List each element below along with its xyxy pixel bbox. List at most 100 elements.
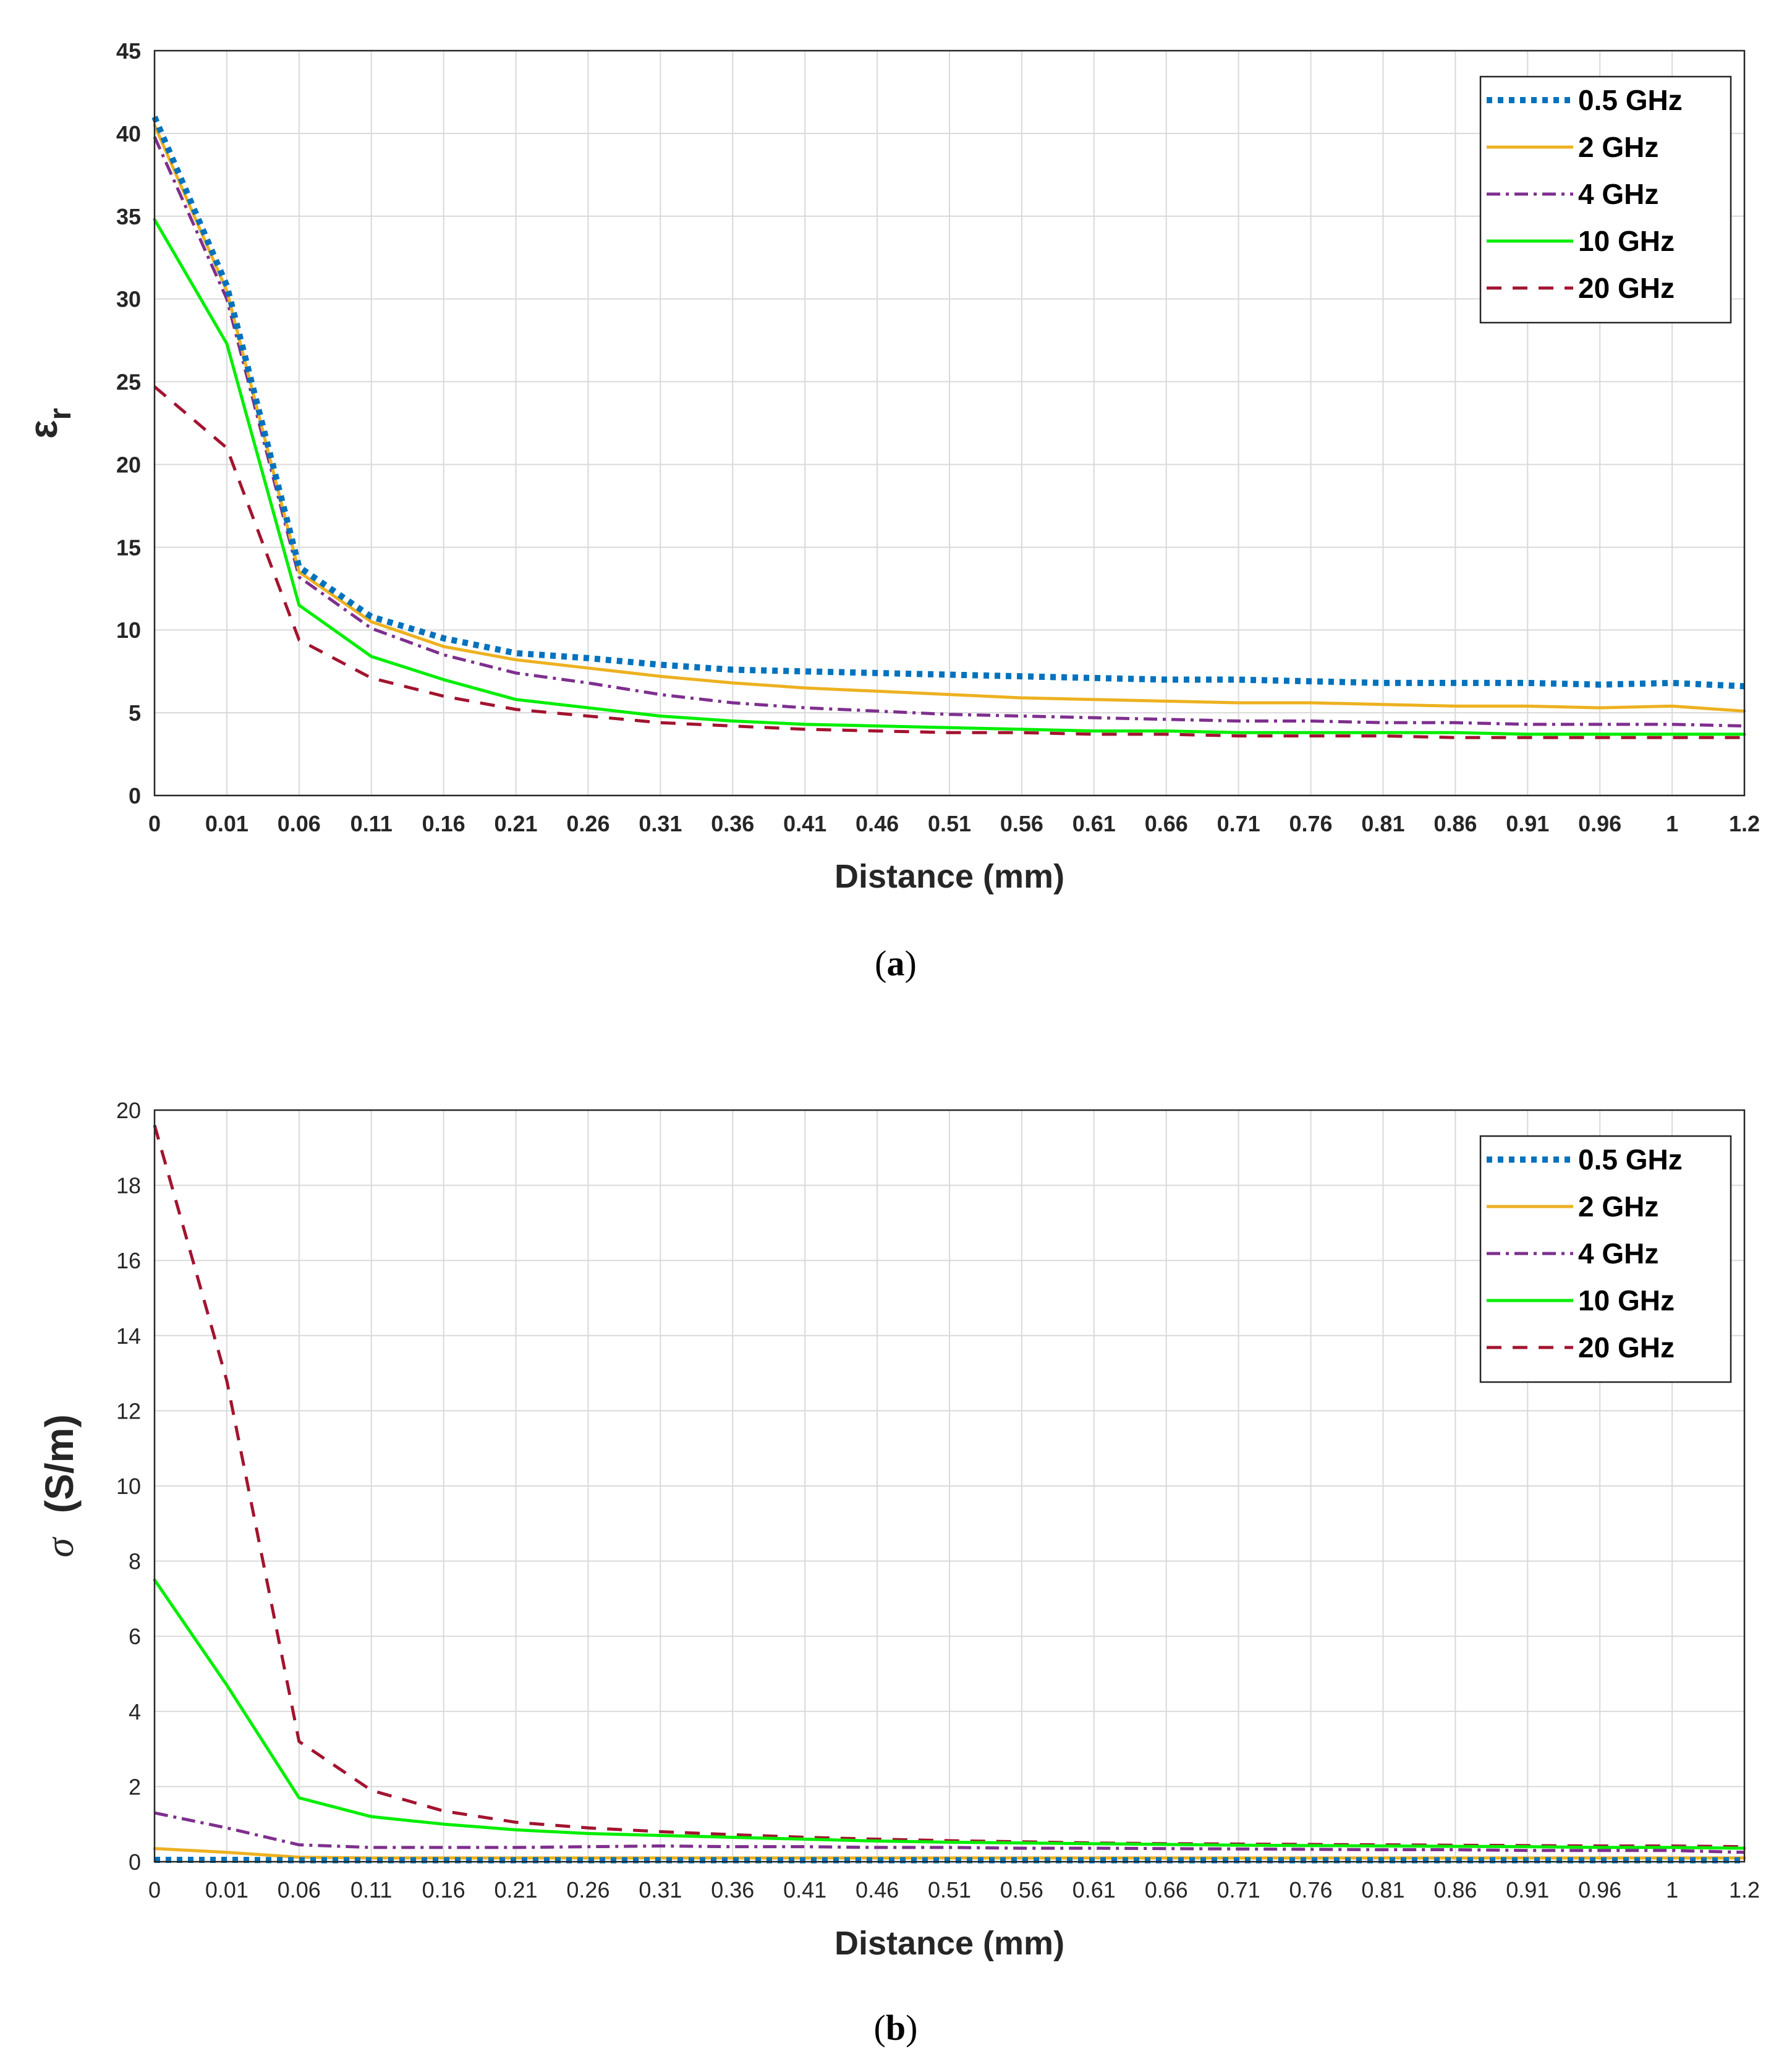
x-tick-label: 0.66 — [1145, 1877, 1188, 1903]
y-tick-label: 40 — [116, 121, 141, 146]
series-lines-a — [151, 116, 1746, 739]
x-axis-label-a: Distance (mm) — [834, 858, 1064, 895]
caption-letter-b: b — [886, 2008, 906, 2048]
series-lines-b — [153, 1124, 1746, 1864]
x-tick-label: 0.76 — [1289, 1877, 1333, 1903]
y-tick-label: 0 — [129, 1849, 141, 1875]
x-tick-label: 1.2 — [1729, 811, 1760, 836]
legend-box — [1479, 75, 1732, 324]
y-tick-label: 30 — [116, 287, 141, 312]
x-tick-label: 0.11 — [350, 1877, 392, 1903]
x-tick-label: 0.71 — [1217, 811, 1260, 836]
x-axis-label-b: Distance (mm) — [834, 1925, 1064, 1962]
y-tick-label: 10 — [116, 1474, 141, 1499]
x-tick-label: 0.31 — [639, 811, 682, 836]
y-tick-label: 6 — [129, 1624, 141, 1649]
x-tick-label: 0.91 — [1506, 1877, 1549, 1903]
x-tick-label: 0.16 — [422, 1877, 465, 1903]
x-tick-label: 0.41 — [783, 811, 826, 836]
x-tick-label: 1 — [1666, 1877, 1678, 1903]
series-line-20-ghz — [153, 385, 1744, 739]
x-tick-label: 0 — [148, 1877, 161, 1903]
legend-label: 20 GHz — [1578, 272, 1675, 304]
series-line-0-5-ghz — [151, 116, 1745, 690]
y-tick-label: 0 — [129, 783, 141, 808]
x-tick-label: 0.56 — [1000, 811, 1043, 836]
x-tick-label: 0.36 — [711, 811, 754, 836]
grid-b — [155, 1110, 1744, 1862]
y-tick-label: 14 — [116, 1323, 141, 1349]
x-tick-label: 0.71 — [1217, 1877, 1260, 1903]
svg-text:εr: εr — [21, 408, 77, 439]
y-tick-label: 20 — [116, 1098, 141, 1123]
x-tick-label: 0.11 — [350, 811, 393, 836]
series-line-10-ghz — [153, 1578, 1746, 1850]
caption-b: (b) — [874, 2008, 918, 2048]
y-tick-label: 10 — [116, 617, 141, 643]
y-tick-label: 2 — [129, 1774, 141, 1799]
y-tick-label: 20 — [116, 452, 141, 477]
y-tick-label: 18 — [116, 1173, 141, 1199]
y-tick-label: 35 — [116, 204, 141, 229]
x-tick-label: 0.21 — [495, 1877, 538, 1903]
y-tick-label: 12 — [116, 1398, 141, 1423]
legend-label: 0.5 GHz — [1578, 1143, 1683, 1176]
grid-a — [155, 51, 1744, 796]
x-tick-label: 0.06 — [278, 1877, 321, 1903]
y-tick-labels-b: 0 2 4 6 8 10 12 14 16 18 20 — [116, 1098, 141, 1875]
series-line-2-ghz — [153, 124, 1746, 713]
x-tick-label: 0.56 — [1000, 1877, 1043, 1903]
y-tick-label: 4 — [129, 1699, 141, 1725]
axes-frame-b — [153, 1109, 1746, 1863]
x-tick-labels-b: 0 0.01 0.06 0.11 0.16 0.21 0.26 0.31 0.36 0.41 0.4… — [148, 1877, 1760, 1903]
x-tick-label: 0 — [148, 811, 161, 836]
y-tick-label: 25 — [116, 370, 141, 395]
y-axis-label-sub-a: r — [43, 408, 77, 420]
x-tick-label: 0.26 — [566, 811, 609, 836]
legend-label: 4 GHz — [1578, 178, 1658, 210]
x-tick-label: 0.46 — [856, 1877, 899, 1903]
legend-label: 20 GHz — [1578, 1331, 1675, 1364]
x-tick-label: 0.46 — [856, 811, 899, 836]
y-tick-labels-a: 0 5 10 15 20 25 30 35 40 45 — [116, 38, 141, 808]
x-tick-label: 0.96 — [1578, 1877, 1621, 1903]
x-tick-label: 0.81 — [1361, 1877, 1404, 1903]
x-tick-label: 0.76 — [1289, 811, 1333, 836]
y-axis-label-b: σ (S/m) — [37, 1414, 82, 1558]
axes-frame-a — [153, 49, 1746, 797]
legend-label: 4 GHz — [1578, 1237, 1658, 1270]
y-axis-label-sub-b: (S/m) — [37, 1414, 82, 1513]
x-tick-label: 0.26 — [566, 1877, 609, 1903]
x-tick-label: 0.91 — [1506, 811, 1549, 836]
x-tick-label: 0.81 — [1361, 811, 1404, 836]
x-tick-label: 0.66 — [1145, 811, 1188, 836]
y-tick-label: 45 — [116, 38, 141, 64]
chart-panel-a: 0 5 10 15 20 25 30 35 40 45 0 0.01 0.06 0.11 0.16 0.21… — [21, 38, 1760, 983]
x-tick-labels-a: 0 0.01 0.06 0.11 0.16 0.21 0.26 0.31 0.36 0.41 0.4… — [148, 811, 1760, 836]
x-tick-label: 0.61 — [1072, 811, 1116, 836]
x-tick-label: 0.86 — [1433, 811, 1477, 836]
svg-text:σ(S/m): σ (S/m) — [37, 1414, 82, 1558]
legend-label: 0.5 GHz — [1578, 84, 1683, 116]
y-tick-label: 5 — [129, 700, 141, 726]
x-tick-label: 0.16 — [422, 811, 465, 836]
x-tick-label: 0.86 — [1433, 1877, 1477, 1903]
x-tick-label: 0.51 — [928, 811, 971, 836]
x-tick-label: 0.36 — [711, 1877, 754, 1903]
x-tick-label: 0.51 — [928, 1877, 971, 1903]
x-tick-label: 0.31 — [639, 1877, 682, 1903]
legend-b: 0.5 GHz 2 GHz 4 GHz 10 GHz 20 GHz — [1479, 1135, 1732, 1383]
legend-label: 10 GHz — [1578, 225, 1675, 257]
y-axis-label-main-b: σ — [38, 1537, 82, 1558]
x-tick-label: 1.2 — [1729, 1877, 1760, 1903]
y-axis-label-main-a: ε — [21, 420, 66, 439]
series-line-10-ghz — [153, 218, 1746, 736]
legend-label: 10 GHz — [1578, 1284, 1675, 1317]
legend-a: 0.5 GHz 2 GHz 4 GHz 10 GHz 20 GHz — [1479, 75, 1732, 324]
y-tick-label: 16 — [116, 1248, 141, 1273]
x-tick-label: 0.96 — [1578, 811, 1621, 836]
caption-letter-a: a — [887, 943, 905, 983]
legend-label: 2 GHz — [1578, 1190, 1658, 1223]
